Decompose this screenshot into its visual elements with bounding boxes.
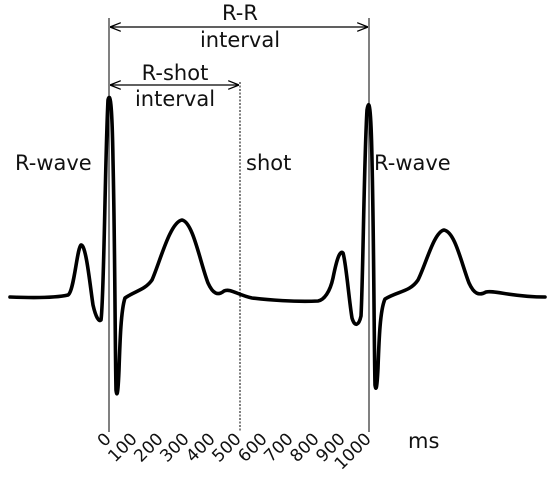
ecg-trace bbox=[8, 95, 547, 396]
rshot-label-line1: R-shot bbox=[142, 61, 209, 85]
r-wave-left-label: R-wave bbox=[15, 151, 92, 175]
rr-label-line2: interval bbox=[200, 28, 280, 52]
rshot-label-line2: interval bbox=[135, 87, 215, 111]
unit-label: ms bbox=[408, 429, 439, 453]
shot-label: shot bbox=[246, 151, 291, 175]
r-wave-right-label: R-wave bbox=[374, 151, 451, 175]
rr-label-line1: R-R bbox=[222, 1, 258, 25]
